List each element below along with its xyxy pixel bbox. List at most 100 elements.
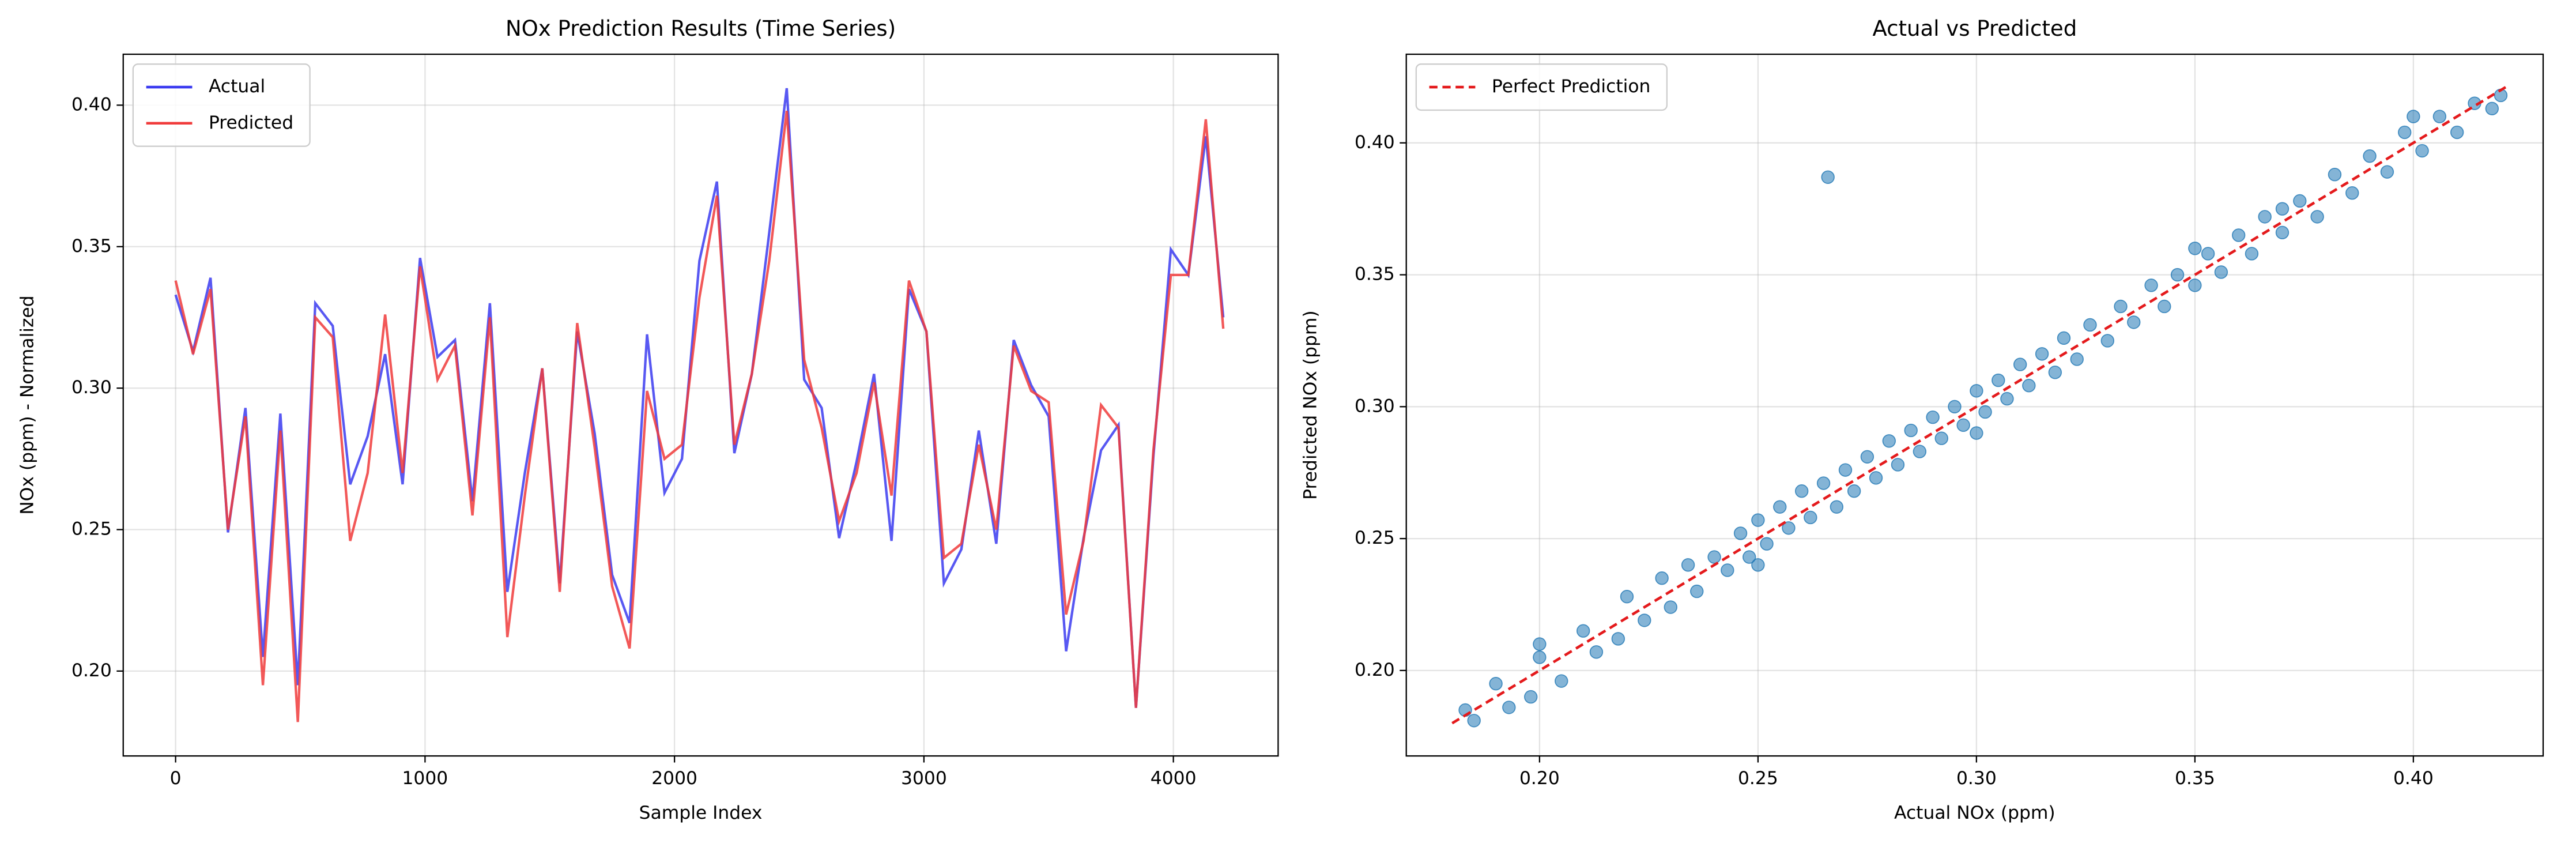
y-tick-label: 0.40 — [1355, 132, 1395, 153]
scatter-point — [2432, 110, 2447, 123]
scatter-point — [1970, 384, 1983, 398]
scatter-point — [1751, 513, 1765, 527]
legend-label: Actual — [209, 76, 265, 97]
x-tick-label: 0 — [170, 768, 182, 789]
scatter-point — [1838, 463, 1853, 477]
scatter-point — [2114, 299, 2128, 314]
series-line — [174, 110, 1225, 722]
scatter-point — [1970, 426, 1983, 440]
scatter-point — [1956, 418, 1970, 432]
scatter-point — [1555, 674, 1568, 688]
series-line — [174, 88, 1225, 708]
legend-box — [132, 63, 311, 147]
chart-title: Actual vs Predicted — [1872, 16, 2077, 41]
scatter-point — [2201, 247, 2215, 261]
scatter-point — [1533, 637, 1547, 651]
scatter-point — [2275, 225, 2290, 240]
scatter-point — [2450, 125, 2464, 140]
scatter-point — [1782, 521, 1796, 535]
scatter-point — [1795, 484, 1809, 498]
scatter-point — [1847, 484, 1861, 498]
scatter-point — [1524, 690, 1538, 704]
scatter-point — [2188, 278, 2202, 292]
scatter-point — [1992, 373, 2005, 387]
scatter-point — [2363, 149, 2377, 163]
y-axis-label: NOx (ppm) - Normalized — [17, 295, 37, 514]
scatter-point — [2188, 242, 2202, 255]
x-tick-label: 0.30 — [1956, 768, 1997, 789]
reference-line — [1451, 84, 2510, 725]
scatter-point — [1467, 714, 1481, 728]
scatter-point — [1830, 500, 1844, 514]
scatter-point — [1934, 431, 1948, 445]
scatter-point — [2048, 366, 2062, 379]
y-tick-label: 0.25 — [71, 518, 112, 539]
scatter-point — [1773, 500, 1787, 514]
scatter-point — [1869, 471, 1883, 485]
scatter-point — [1681, 558, 1695, 572]
scatter-point — [2328, 168, 2342, 182]
scatter-point — [1926, 410, 1940, 424]
scatter-point — [2415, 144, 2429, 158]
x-tick-label: 0.40 — [2393, 768, 2434, 789]
scatter-point — [2035, 347, 2049, 361]
scatter-point — [2485, 101, 2499, 116]
scatter-point — [1804, 510, 1817, 525]
scatter-point — [2293, 194, 2307, 208]
scatter-point — [2170, 268, 2185, 282]
scatter-point — [2013, 357, 2027, 371]
y-tick-label: 0.25 — [1355, 528, 1395, 548]
x-tick-label: 4000 — [1151, 768, 1197, 789]
scatter-point — [1489, 677, 1503, 691]
x-tick-label: 1000 — [402, 768, 448, 789]
legend-label: Perfect Prediction — [1492, 76, 1650, 97]
y-tick-label: 0.20 — [71, 660, 112, 681]
scatter-point — [1690, 584, 1704, 598]
scatter-point — [1611, 632, 1625, 646]
x-tick-label: 0.20 — [1519, 768, 1560, 789]
scatter-point — [2057, 331, 2071, 345]
scatter-point — [1821, 170, 1835, 184]
y-tick-label: 0.35 — [71, 236, 112, 257]
scatter-point — [1733, 526, 1748, 540]
x-tick-label: 2000 — [651, 768, 697, 789]
x-axis-label: Actual NOx (ppm) — [1894, 803, 2055, 823]
x-tick-label: 0.25 — [1738, 768, 1778, 789]
x-tick-label: 0.35 — [2175, 768, 2215, 789]
scatter-point — [1721, 563, 1734, 577]
scatter-point — [1638, 613, 1651, 627]
scatter-point — [2083, 318, 2097, 332]
scatter-point — [1664, 600, 1677, 614]
y-tick-label: 0.30 — [71, 377, 112, 398]
legend-label: Predicted — [209, 112, 293, 133]
scatter-point — [1589, 645, 1604, 659]
scatter-point — [1913, 445, 1927, 458]
scatter-point — [2000, 391, 2014, 406]
scatter-point — [2398, 125, 2412, 140]
scatter-point — [2275, 202, 2290, 216]
scatter-point — [2407, 110, 2420, 123]
x-tick-label: 3000 — [901, 768, 947, 789]
scatter-point — [1576, 624, 1590, 638]
scatter-point — [1533, 650, 1547, 664]
scatter-point — [2231, 228, 2246, 242]
scatter-point — [2380, 165, 2394, 179]
scatter-point — [2127, 315, 2141, 329]
scatter-point — [2245, 247, 2259, 261]
x-axis-label: Sample Index — [639, 803, 763, 823]
y-axis-label: Predicted NOx (ppm) — [1300, 310, 1321, 500]
scatter-point — [1816, 476, 1831, 490]
scatter-point — [2100, 334, 2114, 348]
legend-box — [1415, 63, 1668, 111]
y-tick-label: 0.40 — [71, 94, 112, 115]
scatter-point — [2022, 379, 2036, 393]
scatter-point — [1860, 450, 1875, 464]
scatter-point — [2310, 210, 2324, 224]
plot-frame — [1405, 53, 2544, 757]
scatter-point — [1760, 537, 1774, 551]
y-tick-label: 0.30 — [1355, 396, 1395, 416]
scatter-point — [2070, 352, 2084, 366]
scatter-point — [1655, 571, 1669, 585]
y-tick-label: 0.35 — [1355, 264, 1395, 285]
